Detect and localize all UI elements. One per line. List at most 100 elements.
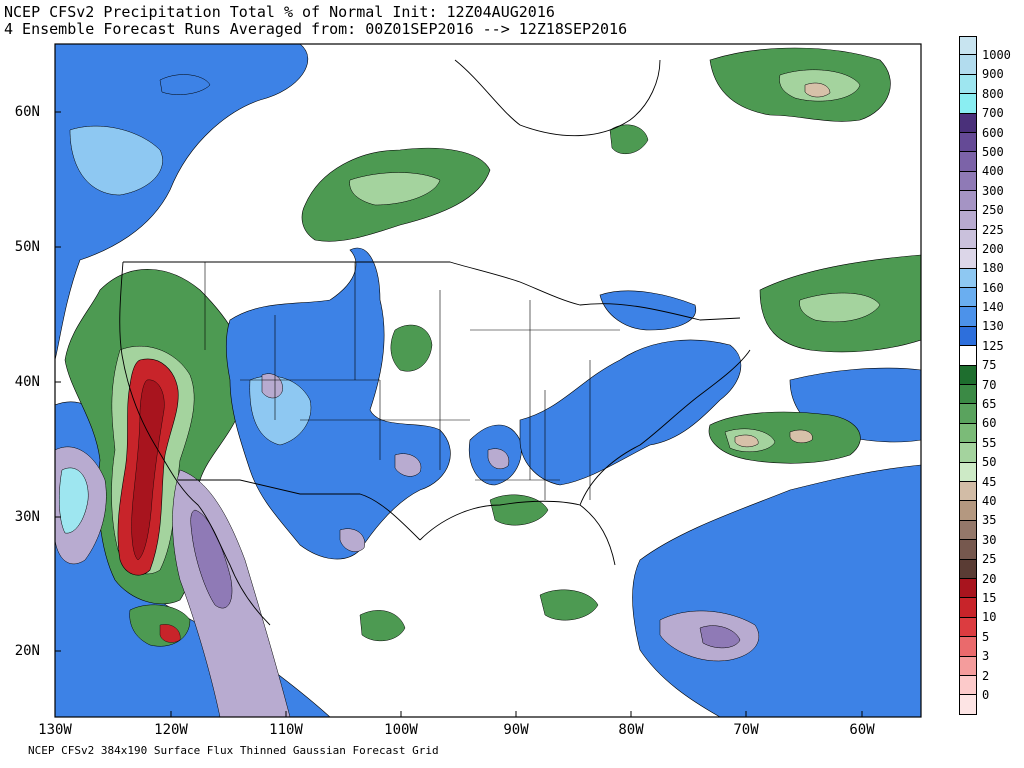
state-lines — [204, 262, 620, 500]
colorbar-level: 700 — [959, 94, 1019, 120]
colorbar-level: 125 — [959, 326, 1019, 353]
colorbar-level: 130 — [959, 307, 1019, 333]
colorbar-swatch — [959, 74, 977, 95]
axis-ticks — [54, 111, 863, 717]
colorbar-level: 60 — [959, 404, 1019, 430]
colorbar-swatch — [959, 578, 977, 599]
colorbar-label: 700 — [982, 106, 1004, 121]
colorbar-label: 1000 — [982, 48, 1011, 62]
colorbar-swatch — [959, 423, 977, 444]
region-quebec-tan — [804, 82, 831, 98]
us-mexico-border — [178, 479, 421, 541]
colorbar-swatch — [959, 229, 977, 250]
colorbar-swatch — [959, 675, 977, 696]
region-interior-west-blue — [225, 247, 451, 560]
colorbar-label: 40 — [982, 493, 997, 508]
region-east-blue — [519, 339, 742, 486]
colorbar-label: 200 — [982, 241, 1004, 256]
colorbar-label: 70 — [982, 377, 997, 392]
colorbar-label: 0 — [982, 687, 990, 702]
colorbar-swatch — [959, 637, 977, 657]
colorbar-label: 20 — [982, 571, 997, 586]
colorbar-swatch — [959, 94, 977, 114]
region-pacific-north — [55, 44, 309, 361]
colorbar-level: 800 — [959, 74, 1019, 101]
colorbar-label: 160 — [982, 280, 1004, 295]
colorbar-level: 75 — [959, 346, 1019, 372]
colorbar-level: 20 — [959, 559, 1019, 586]
hudson-bay-coast — [454, 59, 661, 137]
region-southmex-red — [159, 624, 181, 643]
region-midsouth-purple — [487, 448, 510, 469]
colorbar-level: 225 — [959, 210, 1019, 237]
colorbar-swatch — [959, 326, 977, 347]
colorbar-swatch — [959, 365, 977, 386]
region-pacific-north-inner — [69, 125, 163, 196]
region-east-blue-2 — [599, 290, 697, 331]
colorbar-level: 2 — [959, 656, 1019, 683]
colorbar-swatch — [959, 132, 977, 153]
colorbar-swatch — [959, 385, 977, 405]
colorbar-label: 35 — [982, 513, 997, 528]
lat-label-40n: 40N — [14, 374, 40, 390]
colorbar-level: 0 — [959, 675, 1019, 702]
colorbar-swatch — [959, 443, 977, 463]
region-farwest-cyan — [59, 467, 89, 534]
lon-label-130w: 130W — [38, 722, 72, 738]
region-interior-purple-3 — [339, 528, 365, 552]
lon-label-60w: 60W — [849, 722, 875, 738]
lon-label-90w: 90W — [503, 722, 529, 738]
lon-label-70w: 70W — [733, 722, 759, 738]
colorbar-level: 55 — [959, 423, 1019, 450]
colorbar-label: 30 — [982, 532, 997, 547]
region-atlantic-tan-2 — [789, 429, 813, 444]
lon-label-110w: 110W — [269, 722, 303, 738]
colorbar-label: 250 — [982, 203, 1004, 218]
region-westcoast-darkred — [131, 379, 165, 561]
colorbar-level: 140 — [959, 288, 1019, 314]
colorbar-swatch — [959, 307, 977, 327]
region-atlantic-tan — [734, 434, 759, 448]
colorbar-label: 65 — [982, 397, 997, 412]
colorbar-swatch — [959, 210, 977, 230]
colorbar-swatch — [959, 481, 977, 502]
colorbar-level: 1000 — [959, 36, 1019, 62]
lat-label-30n: 30N — [14, 509, 40, 525]
boundary-lines — [119, 59, 751, 626]
colorbar-level: 5 — [959, 617, 1019, 644]
east-coastline — [579, 349, 751, 506]
colorbar-label: 180 — [982, 261, 1004, 276]
colorbar-level: 500 — [959, 132, 1019, 159]
colorbar-label: 2 — [982, 668, 990, 683]
precip-field — [55, 44, 921, 717]
colorbar-label: 10 — [982, 610, 997, 625]
colorbar-level: 50 — [959, 443, 1019, 469]
lat-label-50n: 50N — [14, 239, 40, 255]
lon-label-80w: 80W — [618, 722, 644, 738]
colorbar-swatch — [959, 617, 977, 638]
colorbar-swatch — [959, 695, 977, 715]
colorbar-label: 400 — [982, 164, 1004, 179]
colorbar-swatch — [959, 268, 977, 289]
colorbar-label: 500 — [982, 144, 1004, 159]
region-gulf-green — [489, 494, 549, 526]
colorbar-level: 250 — [959, 191, 1019, 217]
region-hudson-blue — [159, 74, 211, 95]
colorbar-level: 40 — [959, 481, 1019, 508]
colorbar-label: 5 — [982, 629, 990, 644]
colorbar-swatch — [959, 559, 977, 579]
colorbar-swatch — [959, 520, 977, 541]
colorbar-level: 600 — [959, 113, 1019, 140]
colorbar-label: 800 — [982, 86, 1004, 101]
colorbar-swatch — [959, 404, 977, 424]
colorbar-label: 50 — [982, 455, 997, 470]
colorbar-swatch — [959, 501, 977, 521]
colorbar-level: 15 — [959, 578, 1019, 605]
colorbar-swatch — [959, 656, 977, 676]
colorbar-swatch — [959, 171, 977, 192]
lon-label-100w: 100W — [384, 722, 418, 738]
colorbar-label: 25 — [982, 552, 997, 567]
us-canada-border — [123, 261, 741, 321]
colorbar-label: 600 — [982, 125, 1004, 140]
lat-label-60n: 60N — [14, 104, 40, 120]
